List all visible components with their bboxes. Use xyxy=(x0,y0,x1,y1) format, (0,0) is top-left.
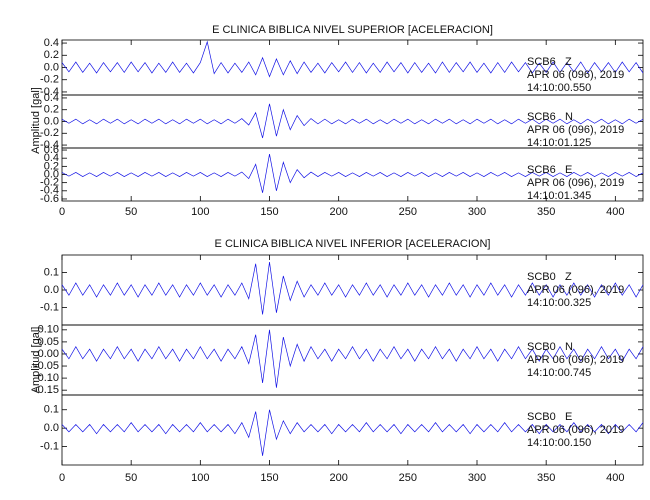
y-tick-label: -0.4 xyxy=(40,139,59,151)
station-label: SCB0 xyxy=(527,411,556,423)
station-label: SCB6 xyxy=(527,111,556,123)
x-tick-label: 250 xyxy=(399,472,417,484)
x-tick-label: 0 xyxy=(59,206,65,218)
waveform xyxy=(61,409,644,456)
y-tick-label: 0.10 xyxy=(38,324,59,336)
y-tick-label: -0.6 xyxy=(40,193,59,205)
x-tick-label: 50 xyxy=(125,472,137,484)
y-tick-label: 0.0 xyxy=(44,284,59,296)
x-tick-label: 350 xyxy=(537,206,555,218)
date-label: APR 06 (096), 2019 xyxy=(527,177,624,189)
chart-title: E CLINICA BIBLICA NIVEL INFERIOR [ACELER… xyxy=(215,238,491,250)
y-tick-label: -0.2 xyxy=(40,177,59,189)
chart-title: E CLINICA BIBLICA NIVEL SUPERIOR [ACELER… xyxy=(212,24,493,36)
time-label: 14:10:01.125 xyxy=(527,137,591,149)
x-tick-label: 150 xyxy=(260,472,278,484)
time-label: 14:10:00.550 xyxy=(527,82,591,94)
y-tick-label: -0.1 xyxy=(40,301,59,313)
time-label: 14:10:00.745 xyxy=(527,367,591,379)
y-tick-label: 0.4 xyxy=(44,92,59,104)
x-tick-label: 200 xyxy=(329,472,347,484)
waveform xyxy=(61,261,644,315)
y-tick-label: -0.10 xyxy=(34,372,59,384)
y-tick-label: -0.4 xyxy=(40,185,59,197)
x-tick-label: 50 xyxy=(125,206,137,218)
x-tick-label: 0 xyxy=(59,472,65,484)
station-label: SCB0 xyxy=(527,341,556,353)
time-label: 14:10:00.150 xyxy=(527,437,591,449)
y-tick-label: -0.2 xyxy=(40,127,59,139)
component-label: E xyxy=(565,411,572,423)
station-label: SCB6 xyxy=(527,164,556,176)
date-label: APR 06 (096), 2019 xyxy=(527,69,624,81)
y-tick-label: 0.05 xyxy=(38,336,59,348)
component-label: E xyxy=(565,164,572,176)
x-tick-label: 200 xyxy=(329,206,347,218)
y-tick-label: 0.4 xyxy=(44,37,59,49)
x-tick-label: 400 xyxy=(606,206,624,218)
y-tick-label: 0.2 xyxy=(44,104,59,116)
time-label: 14:10:01.345 xyxy=(527,190,591,202)
y-tick-label: 0.1 xyxy=(44,404,59,416)
x-tick-label: 150 xyxy=(260,206,278,218)
y-tick-label: 0.0 xyxy=(44,61,59,73)
x-tick-label: 100 xyxy=(191,206,209,218)
y-tick-label: 0.1 xyxy=(44,266,59,278)
waveform xyxy=(61,329,644,388)
time-label: 14:10:00.325 xyxy=(527,297,591,309)
y-tick-label: 0.00 xyxy=(38,348,59,360)
x-tick-label: 300 xyxy=(468,206,486,218)
date-label: APR 06 (096), 2019 xyxy=(527,354,624,366)
x-tick-label: 350 xyxy=(537,472,555,484)
station-label: SCB6 xyxy=(527,56,556,68)
panel-frame xyxy=(61,394,644,466)
component-label: Z xyxy=(565,56,572,68)
y-tick-label: -0.05 xyxy=(34,360,59,372)
y-axis-label: Amplitud [gal] xyxy=(30,327,42,394)
date-label: APR 06 (096), 2019 xyxy=(527,424,624,436)
component-label: N xyxy=(565,111,573,123)
y-axis-label: Amplitud [gal] xyxy=(30,87,42,154)
y-tick-label: 0.2 xyxy=(44,49,59,61)
y-tick-label: 0.0 xyxy=(44,115,59,127)
waveform xyxy=(61,103,644,139)
y-tick-label: -0.2 xyxy=(40,74,59,86)
waveform xyxy=(61,154,644,193)
y-tick-label: -0.1 xyxy=(40,440,59,452)
x-tick-label: 300 xyxy=(468,472,486,484)
y-tick-label: 0.6 xyxy=(44,144,59,156)
y-tick-label: 0.2 xyxy=(44,160,59,172)
y-tick-label: 0.4 xyxy=(44,152,59,164)
component-label: Z xyxy=(565,271,572,283)
x-tick-label: 100 xyxy=(191,472,209,484)
y-tick-label: -0.4 xyxy=(40,86,59,98)
x-tick-label: 400 xyxy=(606,472,624,484)
y-tick-label: -0.15 xyxy=(34,384,59,396)
y-tick-label: 0.0 xyxy=(44,168,59,180)
x-tick-label: 250 xyxy=(399,206,417,218)
station-label: SCB0 xyxy=(527,271,556,283)
date-label: APR 06 (096), 2019 xyxy=(527,284,624,296)
date-label: APR 06 (096), 2019 xyxy=(527,124,624,136)
waveform xyxy=(61,40,644,78)
y-tick-label: 0.0 xyxy=(44,422,59,434)
component-label: N xyxy=(565,341,573,353)
